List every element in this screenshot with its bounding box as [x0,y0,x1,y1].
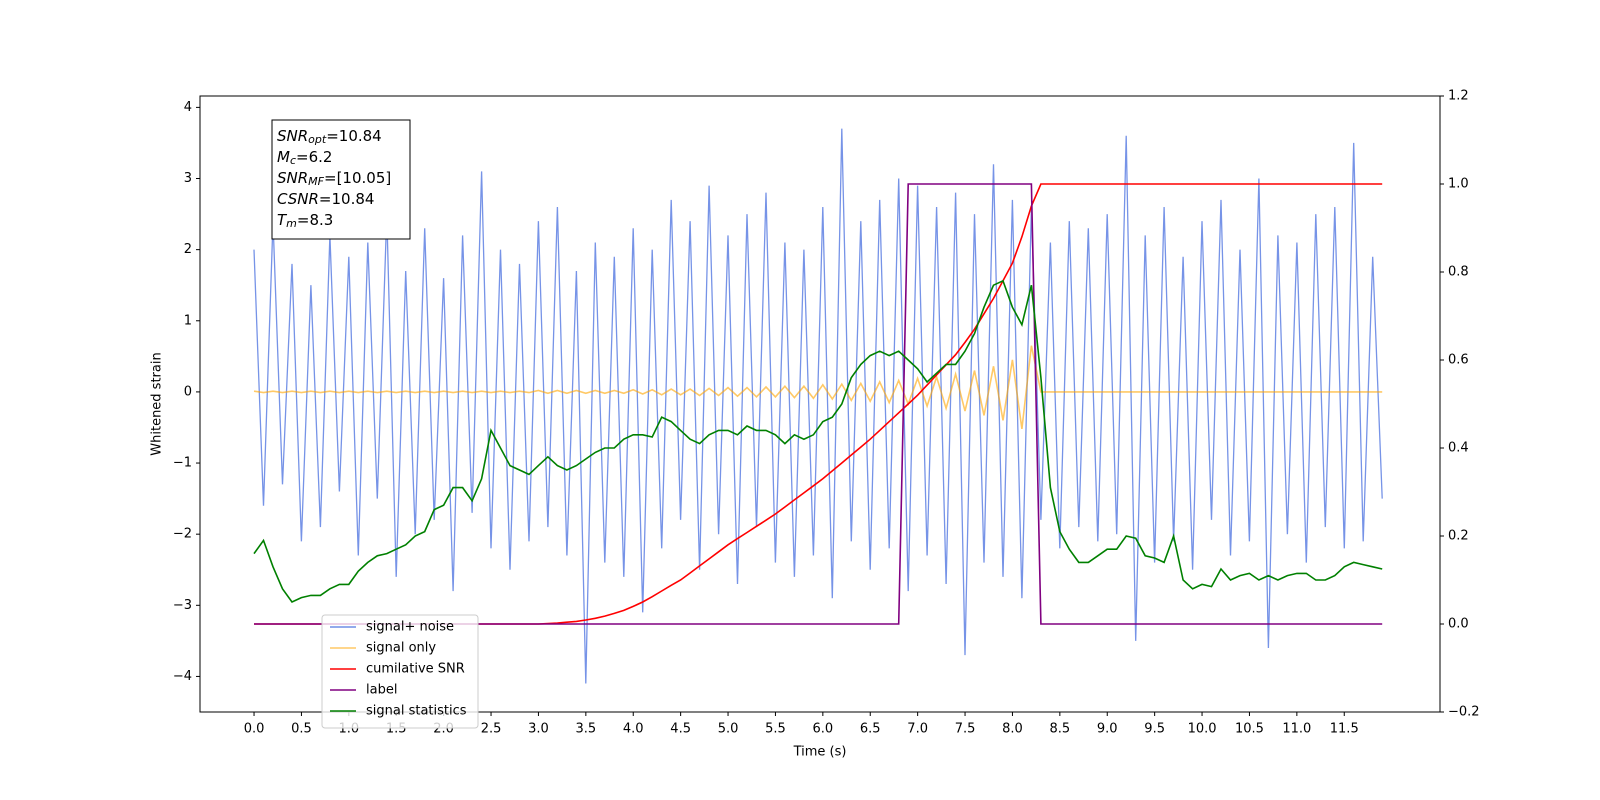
y-tick-label: −2 [173,527,192,542]
annotation-subscript: opt [308,133,327,146]
y-axis-label: Whitened strain [150,352,165,455]
annotation-line: CSNR=10.84 [277,190,374,208]
y-tick-label: 2 [184,242,192,257]
x-tick-label: 8.5 [1050,722,1071,737]
legend-label: signal+ noise [366,620,454,635]
annotation-value: =[10.05] [324,169,391,187]
y2-tick-label: 1.0 [1448,177,1469,192]
x-tick-label: 5.0 [718,722,739,737]
y2-tick-label: 0.2 [1448,529,1469,544]
x-tick-label: 5.5 [765,722,786,737]
x-tick-label: 2.5 [481,722,502,737]
annotation-box [271,119,411,240]
annotation-subscript: m [286,217,297,230]
annotation-subscript: MF [308,175,324,188]
annotation-name: T [277,211,288,229]
y-tick-label: −1 [173,456,192,471]
legend-label: signal statistics [366,704,467,719]
annotation-value: =10.84 [319,190,375,208]
y-tick-label: 3 [184,171,192,186]
x-tick-label: 10.5 [1235,722,1264,737]
series-line [253,345,1383,430]
x-axis-label: Time (s) [793,745,847,760]
annotation-value: =8.3 [297,211,333,229]
x-tick-label: 8.0 [1002,722,1023,737]
annotation-line: Mc=6.2 [277,148,332,168]
legend-box [321,614,479,729]
annotation-line: Tm=8.3 [277,211,333,231]
annotation-name: M [277,148,290,166]
x-tick-label: 4.0 [623,722,644,737]
x-tick-label: 4.5 [670,722,691,737]
x-tick-label: 10.0 [1188,722,1217,737]
series-line [253,128,1383,684]
x-tick-label: 0.0 [244,722,265,737]
series-line [253,279,1383,604]
y-tick-label: 1 [184,313,192,328]
x-tick-label: 6.0 [813,722,834,737]
x-tick-label: 7.5 [955,722,976,737]
x-tick-label: 3.5 [575,722,596,737]
y-tick-label: −3 [173,598,192,613]
x-tick-label: 0.5 [291,722,312,737]
x-tick-label: 11.5 [1330,722,1359,737]
annotation-line: SNRMF=[10.05] [277,169,391,189]
annotation-name: CSNR [277,190,319,208]
y2-tick-label: 0.8 [1448,265,1469,280]
legend-label: signal only [366,641,436,656]
legend-label: cumilative SNR [366,662,465,677]
x-tick-label: 3.0 [528,722,549,737]
x-tick-label: 11.0 [1282,722,1311,737]
y-tick-label: 0 [184,384,192,399]
legend-label: label [366,683,397,698]
y2-tick-label: 0.0 [1448,617,1469,632]
y2-tick-label: −0.2 [1448,705,1480,720]
y2-tick-label: 0.6 [1448,353,1469,368]
axes-frame [199,95,1441,713]
annotation-name: SNR [277,169,308,187]
x-tick-label: 9.0 [1097,722,1118,737]
annotation-value: =10.84 [326,127,382,145]
x-tick-label: 9.5 [1144,722,1165,737]
annotation-name: SNR [277,127,308,145]
x-tick-label: 6.5 [860,722,881,737]
y2-tick-label: 1.2 [1448,89,1469,104]
annotation-line: SNRopt=10.84 [277,127,382,147]
x-tick-label: 7.0 [907,722,928,737]
annotation-subscript: c [290,154,296,167]
y-tick-label: 4 [184,100,192,115]
annotation-value: =6.2 [296,148,332,166]
y2-tick-label: 0.4 [1448,441,1469,456]
y-tick-label: −4 [173,669,192,684]
